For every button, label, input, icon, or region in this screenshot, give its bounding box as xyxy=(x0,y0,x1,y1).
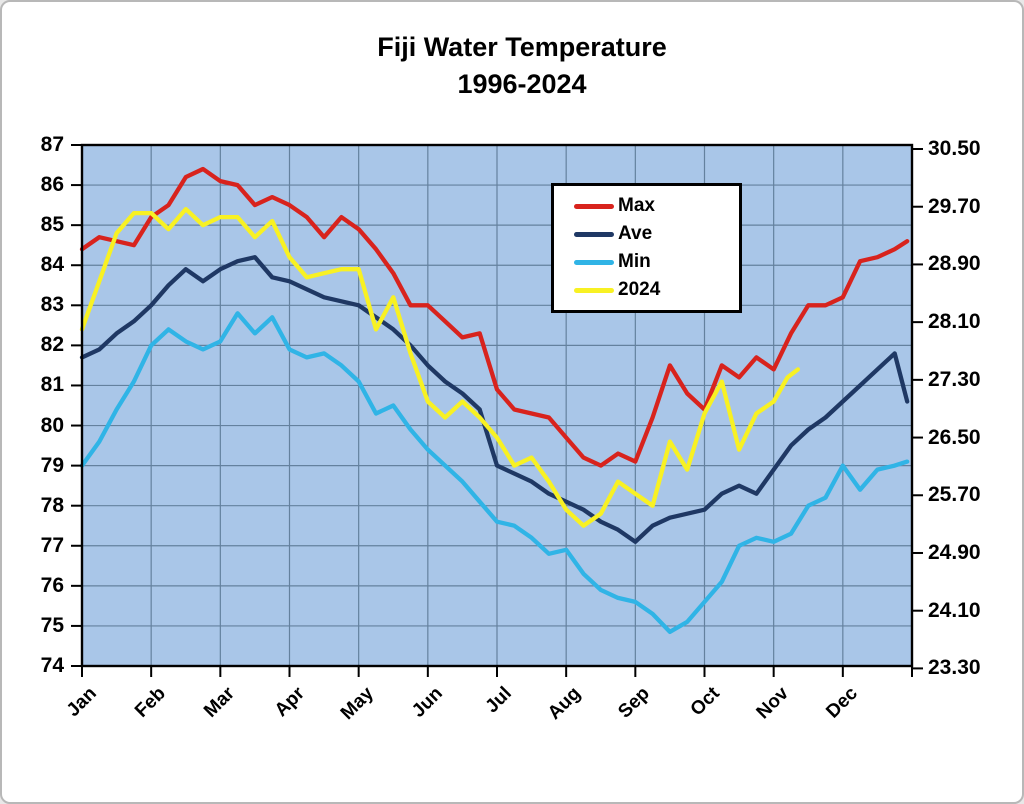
fahrenheit-tick-label: 83 xyxy=(40,293,64,317)
min-line-swatch xyxy=(574,259,614,265)
celsius-tick-label: 29.70 xyxy=(928,194,981,218)
celsius-tick-label: 24.10 xyxy=(928,598,981,622)
fahrenheit-tick-label: 79 xyxy=(40,453,64,477)
legend-label-min: Min xyxy=(618,251,651,272)
legend-item-ave: Ave xyxy=(574,223,739,245)
chart-title-line1: Fiji Water Temperature xyxy=(377,32,667,62)
celsius-tick-label: 23.30 xyxy=(928,656,981,680)
fahrenheit-tick-label: 82 xyxy=(40,333,64,357)
fahrenheit-tick-label: 84 xyxy=(40,253,64,277)
series-line-max xyxy=(79,166,910,468)
series-line-2024 xyxy=(79,206,801,528)
celsius-tick-label: 28.10 xyxy=(928,310,981,334)
fahrenheit-tick-label: 85 xyxy=(40,213,64,237)
legend-label-ave: Ave xyxy=(618,223,653,244)
series-line-ave xyxy=(79,255,910,544)
celsius-tick-label: 27.30 xyxy=(928,367,981,391)
fahrenheit-tick-label: 75 xyxy=(40,613,64,637)
ave-line-swatch xyxy=(574,231,614,237)
celsius-tick-label: 26.50 xyxy=(928,425,981,449)
max-line-swatch xyxy=(574,203,614,209)
series-line-min xyxy=(79,311,910,635)
legend-label-max: Max xyxy=(618,195,655,216)
celsius-tick-label: 28.90 xyxy=(928,252,981,276)
line-2024-swatch xyxy=(574,287,614,293)
legend-item-max: Max xyxy=(574,195,739,217)
fahrenheit-tick-label: 80 xyxy=(40,413,64,437)
fahrenheit-tick-label: 87 xyxy=(40,133,64,156)
legend-label-2024: 2024 xyxy=(618,279,661,300)
celsius-tick-label: 30.50 xyxy=(928,137,981,160)
fahrenheit-tick-label: 86 xyxy=(40,173,64,197)
fahrenheit-tick-label: 76 xyxy=(40,573,64,597)
chart-legend: Max Ave Min 2024 xyxy=(551,183,742,313)
plot-border xyxy=(80,143,914,668)
celsius-tick-label: 24.90 xyxy=(928,540,981,564)
legend-item-2024: 2024 xyxy=(574,279,739,301)
fahrenheit-tick-label: 74 xyxy=(40,654,64,677)
fahrenheit-tick-label: 81 xyxy=(40,373,64,397)
chart-title-line2: 1996-2024 xyxy=(457,69,587,99)
celsius-tick-label: 25.70 xyxy=(928,483,981,507)
fahrenheit-tick-label: 77 xyxy=(40,533,64,557)
fahrenheit-tick-label: 78 xyxy=(40,493,64,517)
legend-item-min: Min xyxy=(574,251,739,273)
